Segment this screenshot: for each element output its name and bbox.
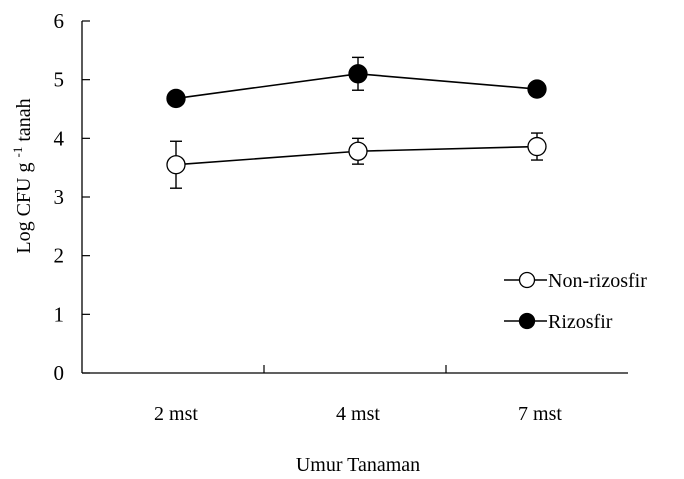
y-axis-label: Log CFU g -1 tanah xyxy=(10,98,35,253)
y-tick-label: 5 xyxy=(54,68,65,92)
data-point xyxy=(527,79,547,99)
y-tick-label: 3 xyxy=(54,185,65,209)
data-point xyxy=(166,88,186,109)
x-tick-label: 7 mst xyxy=(518,403,562,425)
data-point xyxy=(527,136,547,157)
y-tick-label: 4 xyxy=(54,126,65,150)
legend: Non-rizosfir Rizosfir xyxy=(504,270,647,333)
x-axis-label: Umur Tanaman xyxy=(296,454,420,474)
y-tick-label: 6 xyxy=(54,9,65,33)
data-point xyxy=(166,155,186,175)
legend-label: Non-rizosfir xyxy=(548,270,647,292)
y-tick-label: 2 xyxy=(54,244,65,268)
legend-marker xyxy=(518,312,536,330)
y-tick-label: 1 xyxy=(54,302,65,326)
series-rizosfir xyxy=(166,56,547,109)
legend-label: Rizosfir xyxy=(548,311,613,333)
series-layer xyxy=(166,56,547,189)
legend-marker xyxy=(518,271,536,289)
x-tick-label: 4 mst xyxy=(336,403,380,425)
data-point xyxy=(348,64,368,84)
x-tick-label: 2 mst xyxy=(154,403,198,425)
series-non-rizosfir xyxy=(166,132,547,189)
x-ticks: 2 mst 4 mst 7 mst xyxy=(154,365,562,425)
y-ticks: 0 1 2 3 4 5 6 xyxy=(54,9,90,385)
y-tick-label: 0 xyxy=(54,361,65,385)
data-point xyxy=(348,141,368,161)
